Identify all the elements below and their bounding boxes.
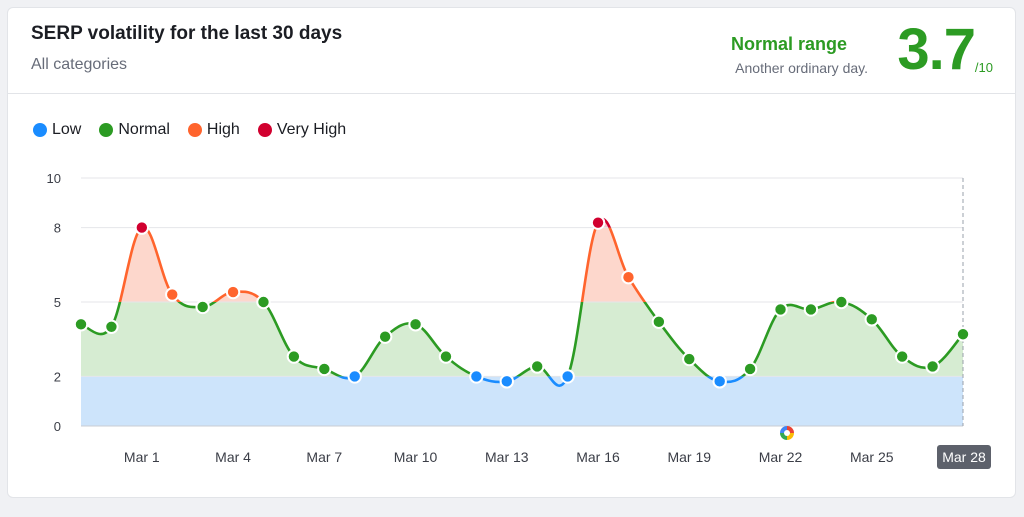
data-point xyxy=(469,369,484,384)
x-tick-label: Mar 4 xyxy=(215,449,251,465)
data-point xyxy=(742,361,758,377)
x-tick-label: Mar 25 xyxy=(850,449,894,465)
y-tick-label: 5 xyxy=(54,295,61,310)
data-point xyxy=(377,329,393,344)
legend-dot-high xyxy=(187,123,202,137)
data-point xyxy=(925,359,940,374)
y-tick-label: 10 xyxy=(47,171,61,186)
data-point xyxy=(682,351,697,367)
data-point xyxy=(195,299,210,315)
data-point xyxy=(104,319,119,334)
legend-item-normal[interactable]: Normal xyxy=(99,121,170,139)
volatility-score: 3.7 xyxy=(897,17,976,82)
data-point xyxy=(317,361,332,377)
data-point xyxy=(499,374,514,389)
y-tick-label: 8 xyxy=(54,221,61,236)
volatility-chart: 0 2 5 8 10 Mar 1 Mar 4 Mar 7 Mar 10 Mar 13 Mar 16 M… xyxy=(47,171,991,469)
card-title: SERP volatility for the last 30 days xyxy=(31,23,343,44)
x-tick-label: Mar 7 xyxy=(306,449,342,465)
legend-dot-low xyxy=(33,123,47,137)
data-point xyxy=(225,284,241,300)
legend-item-low[interactable]: Low xyxy=(33,121,81,139)
data-point xyxy=(894,349,910,364)
category-selector[interactable]: All categories xyxy=(31,56,128,73)
data-point xyxy=(408,317,423,332)
chart-legend: Low Normal High Very High xyxy=(33,121,346,139)
data-point xyxy=(955,327,971,342)
volatility-score-max: /10 xyxy=(974,60,993,75)
data-point xyxy=(165,287,180,302)
data-point xyxy=(134,220,150,235)
data-point xyxy=(834,294,849,310)
y-tick-label: 2 xyxy=(54,369,61,384)
legend-dot-normal xyxy=(99,123,114,137)
data-point xyxy=(347,369,362,384)
legend-label-very-high: Very High xyxy=(276,121,347,138)
data-point xyxy=(590,215,606,230)
serp-volatility-card: SERP volatility for the last 30 days All… xyxy=(7,7,1016,498)
data-point xyxy=(803,302,819,317)
x-tick-label: Mar 22 xyxy=(759,449,803,465)
range-description: Another ordinary day. xyxy=(735,60,868,76)
data-point xyxy=(651,314,667,330)
x-tick-label: Mar 19 xyxy=(667,449,711,465)
data-point xyxy=(560,369,575,384)
x-tick-label: Mar 16 xyxy=(576,449,620,465)
legend-item-very-high[interactable]: Very High xyxy=(257,121,347,139)
data-point xyxy=(773,302,788,317)
data-point xyxy=(621,270,636,285)
x-tick-label: Mar 13 xyxy=(485,449,529,465)
band-fill-normal xyxy=(81,302,963,377)
band-fill-low xyxy=(81,376,963,426)
x-tick-label: Mar 1 xyxy=(124,449,160,465)
y-tick-label: 0 xyxy=(54,419,61,434)
legend-label-high: High xyxy=(206,121,240,138)
series-line-high xyxy=(118,227,847,303)
data-point xyxy=(530,359,545,374)
x-tick-label: Mar 28 xyxy=(942,449,986,465)
x-tick-label: Mar 10 xyxy=(394,449,438,465)
legend-label-low: Low xyxy=(52,121,82,138)
selected-date-badge xyxy=(937,445,991,469)
range-label: Normal range xyxy=(730,34,847,54)
data-point xyxy=(73,317,89,332)
data-point xyxy=(438,349,454,364)
data-point xyxy=(712,374,727,389)
google-update-icon[interactable] xyxy=(780,426,794,440)
legend-dot-very-high xyxy=(257,123,272,137)
data-point xyxy=(286,349,302,364)
card-header: SERP volatility for the last 30 days All… xyxy=(8,8,1015,94)
legend-label-normal: Normal xyxy=(118,121,170,138)
data-point xyxy=(864,312,879,327)
legend-item-high[interactable]: High xyxy=(187,121,240,139)
data-point xyxy=(256,294,271,310)
